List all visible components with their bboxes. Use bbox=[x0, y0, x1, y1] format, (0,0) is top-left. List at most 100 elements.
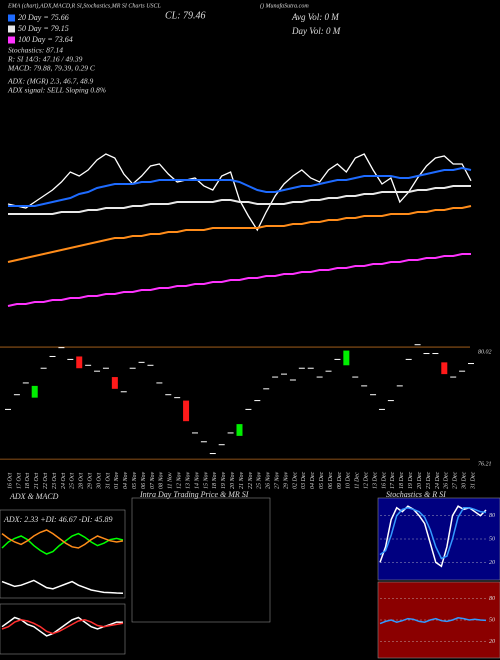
x-tick-label: 27 Dec bbox=[453, 472, 459, 489]
note: ADX: (MGR) 2.3, 46.7, 48.9 bbox=[7, 77, 93, 86]
x-tick-label: 25 Oct bbox=[70, 473, 76, 489]
box bbox=[31, 385, 38, 398]
series-line bbox=[1, 619, 124, 635]
x-tick-label: 26 Dec bbox=[444, 472, 450, 489]
x-tick-label: 09 Dec bbox=[337, 472, 343, 489]
x-tick-label: 13 Nov bbox=[185, 471, 191, 489]
close-label: CL: 79.46 bbox=[165, 10, 206, 21]
x-tick-label: 13 Dec bbox=[372, 472, 378, 489]
series-line bbox=[7, 205, 472, 263]
x-tick-label: 17 Oct bbox=[16, 473, 22, 489]
y-tick-label: 80.02 bbox=[478, 349, 492, 355]
y-tick-label: 20 bbox=[489, 639, 495, 645]
series-line bbox=[1, 532, 124, 555]
x-tick-label: 04 Dec bbox=[309, 472, 316, 489]
x-tick-label: 11 Dec bbox=[355, 472, 361, 489]
series-line bbox=[7, 153, 472, 232]
box bbox=[441, 362, 448, 375]
legend-label: 20 Day = 75.66 bbox=[18, 13, 69, 22]
x-tick-label: 15 Nov bbox=[203, 471, 209, 489]
x-tick-label: 05 Nov bbox=[132, 471, 138, 489]
x-tick-label: 12 Nov bbox=[177, 471, 183, 489]
panel-title: Intra Day Trading Price & MR SI bbox=[139, 490, 249, 499]
x-tick-label: 16 Oct bbox=[7, 473, 13, 489]
x-tick-label: 22 Oct bbox=[43, 473, 49, 489]
series-line bbox=[1, 579, 124, 594]
x-tick-label: 27 Nov bbox=[274, 471, 280, 489]
x-tick-label: 08 Nov bbox=[159, 471, 165, 489]
x-tick-label: 12 Dec bbox=[364, 472, 370, 489]
x-tick-label: 28 Oct bbox=[79, 473, 85, 489]
panel-title: ADX & MACD bbox=[9, 492, 59, 501]
x-tick-label: 17 Dec bbox=[390, 472, 396, 489]
x-tick-label: 10 Dec bbox=[346, 472, 352, 489]
x-tick-label: 20 Nov bbox=[230, 471, 236, 489]
x-tick-label: 14 Nov bbox=[193, 471, 200, 489]
x-tick-label: 06 Nov bbox=[141, 471, 147, 489]
series-line bbox=[379, 507, 487, 560]
note: MACD: 79.88, 79.39, 0.29 C bbox=[7, 64, 96, 73]
avg-volume: Avg Vol: 0 M bbox=[291, 12, 339, 22]
series-line bbox=[8, 166, 472, 207]
y-tick-label: 50 bbox=[489, 536, 495, 542]
x-tick-label: 21 Nov bbox=[239, 471, 245, 489]
box bbox=[343, 350, 350, 366]
x-tick-label: 30 Dec bbox=[461, 472, 467, 490]
x-tick-label: 23 Dec bbox=[426, 472, 432, 489]
x-tick-label: 18 Dec bbox=[399, 472, 405, 489]
y-tick-label: 76.21 bbox=[478, 461, 492, 467]
panel-title: Stochastics & R SI bbox=[386, 490, 446, 499]
x-tick-label: 25 Nov bbox=[257, 471, 263, 489]
x-tick-label: 16 Dec bbox=[381, 472, 387, 489]
legend-swatch bbox=[8, 36, 15, 44]
box bbox=[183, 400, 190, 422]
note: ADX signal: SELL Sloping 0.8% bbox=[7, 86, 106, 95]
x-tick-label: 22 Nov bbox=[248, 471, 254, 489]
x-tick-label: 11 Nov bbox=[168, 472, 174, 489]
x-tick-label: 24 Oct bbox=[60, 473, 67, 489]
series-line bbox=[1, 529, 124, 549]
panel bbox=[131, 497, 271, 623]
x-tick-label: 19 Nov bbox=[221, 471, 227, 489]
x-tick-label: 04 Nov bbox=[122, 471, 129, 489]
legend-swatch bbox=[8, 25, 15, 33]
y-tick-label: 80 bbox=[489, 513, 495, 519]
site: () MunafaSutra.com bbox=[260, 2, 309, 9]
box bbox=[111, 377, 118, 389]
y-tick-label: 80 bbox=[489, 596, 495, 602]
y-tick-label: 20 bbox=[489, 560, 495, 566]
note: R: SI 14/3: 47.16 / 49.39 bbox=[7, 55, 83, 64]
box bbox=[76, 356, 83, 369]
x-tick-label: 21 Oct bbox=[34, 473, 40, 489]
panel-subtitle: ADX: 2.33 +DI: 46.67 -DI: 45.89 bbox=[3, 515, 113, 524]
header: EMA (chart),ADX,MACD,R SI,Stochastics,MR… bbox=[7, 2, 162, 9]
x-tick-label: 02 Dec bbox=[292, 472, 298, 489]
series-line bbox=[7, 253, 471, 307]
x-tick-label: 31 Oct bbox=[105, 473, 111, 490]
y-tick-label: 50 bbox=[489, 617, 495, 623]
legend-label: 100 Day = 73.64 bbox=[18, 35, 73, 44]
x-tick-label: 24 Dec bbox=[434, 472, 441, 489]
x-tick-label: 23 Oct bbox=[52, 473, 58, 489]
x-tick-label: 01 Nov bbox=[114, 471, 120, 489]
x-tick-label: 18 Nov bbox=[212, 471, 218, 489]
x-tick-label: 20 Dec bbox=[417, 472, 423, 489]
x-tick-label: 06 Dec bbox=[328, 472, 334, 489]
box bbox=[236, 424, 243, 436]
series-line bbox=[8, 185, 471, 215]
panel bbox=[0, 509, 126, 599]
x-tick-label: 30 Oct bbox=[96, 473, 102, 490]
x-tick-label: 26 Nov bbox=[266, 471, 272, 489]
x-tick-label: 05 Dec bbox=[319, 472, 325, 489]
series-line bbox=[379, 617, 487, 625]
x-tick-label: 18 Oct bbox=[25, 473, 31, 489]
day-volume: Day Vol: 0 M bbox=[291, 26, 341, 36]
x-tick-label: 29 Nov bbox=[283, 471, 289, 489]
legend-label: 50 Day = 79.15 bbox=[18, 24, 69, 33]
x-tick-label: 19 Dec bbox=[408, 472, 414, 489]
x-tick-label: 31 Dec bbox=[470, 472, 476, 490]
x-tick-label: 07 Nov bbox=[150, 471, 156, 489]
x-tick-label: 03 Dec bbox=[301, 472, 307, 489]
note: Stochastics: 87.14 bbox=[8, 46, 63, 55]
